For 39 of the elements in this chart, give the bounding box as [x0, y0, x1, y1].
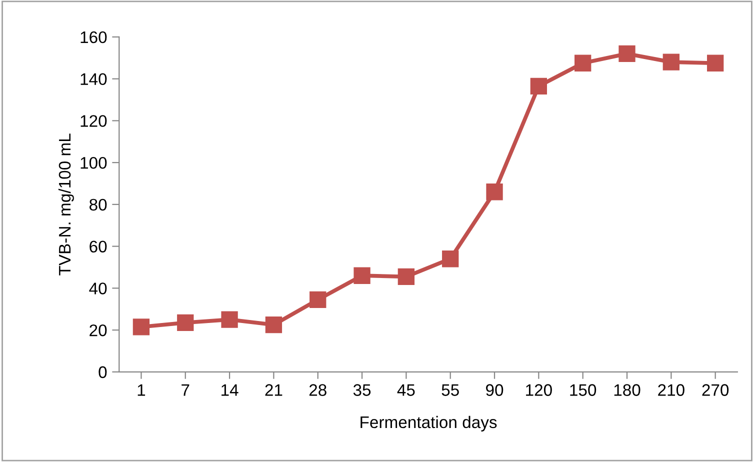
x-tick-label: 90 [486, 384, 504, 396]
y-tick-label: 120 [80, 115, 107, 127]
y-tick-label: 140 [80, 73, 107, 86]
x-tick-label: 120 [526, 384, 552, 396]
point [398, 268, 415, 285]
point [221, 311, 238, 328]
y-tick-label: 0 [98, 366, 107, 378]
x-tick-label: 45 [397, 384, 415, 396]
point [574, 54, 592, 72]
point [132, 318, 150, 336]
x-tick-label: 180 [614, 384, 640, 396]
x-tick-label: 14 [222, 384, 238, 396]
y-axis-title: TVB-N. mg/100 mL [58, 134, 74, 276]
point [530, 78, 548, 94]
point [310, 291, 326, 308]
x-tick-label: 35 [353, 384, 371, 396]
point [442, 250, 459, 268]
x-tick-label: 210 [658, 384, 684, 396]
x-tick-label: 28 [309, 384, 326, 396]
point [618, 45, 636, 62]
x-tick-label: 7 [182, 384, 190, 396]
y-tick-label: 160 [80, 31, 107, 44]
point [177, 314, 194, 332]
y-tick-label: 20 [90, 324, 107, 336]
x-tick-label: 21 [265, 384, 282, 396]
x-axis-title: Fermentation days [360, 416, 497, 432]
x-tick-label: 150 [570, 384, 596, 396]
point [265, 316, 282, 334]
y-tick-label: 80 [90, 198, 107, 211]
point [486, 184, 503, 200]
y-tick-label: 60 [90, 240, 107, 253]
y-tick-label: 40 [89, 282, 107, 294]
point [706, 54, 724, 72]
x-tick-label: 270 [702, 384, 729, 396]
point [354, 267, 370, 284]
x-tick-label: 55 [442, 384, 459, 396]
y-tick-label: 100 [80, 156, 107, 169]
x-tick-label: 1 [138, 384, 146, 396]
point [662, 54, 680, 70]
